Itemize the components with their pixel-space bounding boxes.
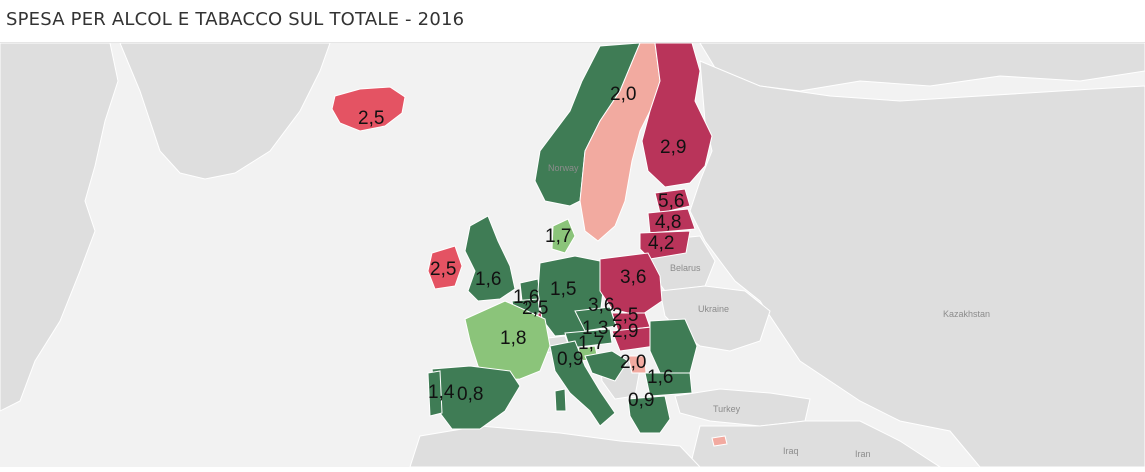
greenland [119, 42, 331, 180]
label-iraq: Iraq [783, 446, 799, 456]
value-netherlands: 1,6 [513, 287, 539, 308]
value-lithuania: 4,2 [648, 233, 674, 254]
country-finland[interactable] [641, 42, 713, 188]
country-iceland[interactable] [331, 86, 406, 132]
value-croatia: 2,0 [620, 352, 646, 373]
country-croatia[interactable] [584, 350, 629, 382]
country-portugal[interactable] [427, 370, 443, 417]
value-bulgaria: 0,9 [628, 390, 654, 411]
value-ireland: 2,5 [430, 259, 456, 280]
value-france: 1,8 [500, 328, 526, 349]
value-poland: 3,6 [620, 267, 646, 288]
country-uk[interactable] [464, 215, 516, 302]
label-norway: Norway [548, 163, 579, 173]
russia-land [689, 60, 1145, 468]
map-title: SPESA PER ALCOL E TABACCO SUL TOTALE - 2… [6, 9, 465, 30]
value-austria: 1,7 [578, 333, 604, 354]
value-slovenia: 0,9 [557, 349, 583, 370]
label-ukraine: Ukraine [698, 304, 729, 314]
value-germany: 1,5 [550, 279, 576, 300]
value-sweden: 2,0 [610, 84, 636, 105]
value-latvia: 4,8 [655, 212, 681, 233]
value-estonia: 5,6 [658, 191, 684, 212]
value-spain: 0,8 [457, 384, 483, 405]
value-denmark: 1,7 [545, 226, 571, 247]
value-uk: 1,6 [475, 269, 501, 290]
country-ireland[interactable] [427, 245, 463, 290]
country-latvia[interactable] [647, 208, 696, 234]
label-belarus: Belarus [670, 263, 701, 273]
label-turkey: Turkey [713, 404, 741, 414]
value-slovakia: 2,5 [612, 305, 638, 326]
value-finland: 2,9 [660, 137, 686, 158]
value-luxembourg: 3,6 [588, 295, 614, 316]
country-poland[interactable] [599, 252, 663, 317]
north-america-land [0, 42, 119, 412]
label-iran: Iran [855, 449, 871, 459]
country-bulgaria[interactable] [644, 372, 693, 397]
country-denmark[interactable] [551, 218, 576, 254]
country-estonia[interactable] [654, 188, 691, 214]
map-area[interactable]: Norway Belarus Ukraine Kazakhstan Turkey… [0, 42, 1145, 468]
country-cyprus[interactable] [711, 435, 728, 447]
country-greece[interactable] [627, 395, 671, 434]
label-kazakhstan: Kazakhstan [943, 309, 990, 319]
country-italy[interactable] [549, 340, 616, 427]
title-bar: SPESA PER ALCOL E TABACCO SUL TOTALE - 2… [0, 0, 1145, 42]
value-belgium: 2,5 [522, 298, 548, 319]
value-iceland: 2,5 [358, 108, 384, 129]
value-portugal: 1,4 [428, 382, 455, 403]
value-czechia: 1,3 [582, 318, 608, 339]
country-sardinia[interactable] [554, 388, 567, 412]
value-hungary: 2,9 [612, 321, 638, 342]
choropleth-map[interactable]: Norway Belarus Ukraine Kazakhstan Turkey… [0, 42, 1145, 468]
country-lithuania[interactable] [639, 230, 691, 260]
value-romania: 1,6 [647, 367, 673, 388]
country-france[interactable] [464, 300, 551, 382]
